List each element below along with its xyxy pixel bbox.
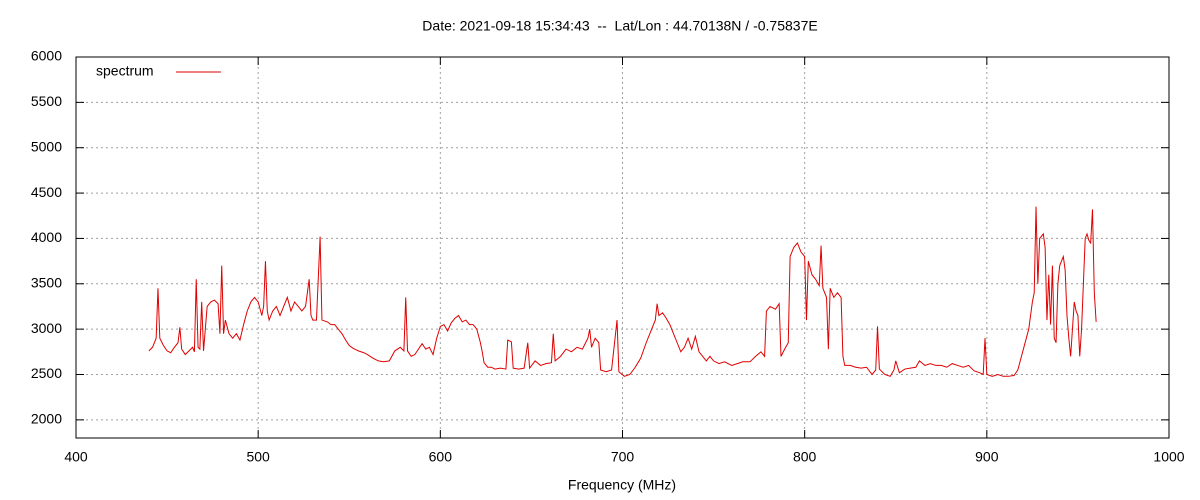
x-tick-label: 700 <box>611 449 635 465</box>
x-tick-label: 600 <box>429 449 453 465</box>
x-tick-label: 400 <box>64 449 88 465</box>
line-series <box>148 206 1097 377</box>
x-axis-label: Frequency (MHz) <box>568 477 676 493</box>
chart-title: Date: 2021-09-18 15:34:43 -- Lat/Lon : 4… <box>422 18 817 34</box>
y-tick-label: 5500 <box>31 93 62 109</box>
x-tick-label: 1000 <box>1153 449 1184 465</box>
plot-border <box>75 56 1170 439</box>
x-tick-label: 900 <box>975 449 999 465</box>
x-tick-label: 800 <box>793 449 817 465</box>
y-tick-label: 4500 <box>31 184 62 200</box>
y-tick-label: 6000 <box>31 48 62 64</box>
x-tick-label: 500 <box>246 449 270 465</box>
y-tick-label: 3000 <box>31 320 62 336</box>
y-tick-label: 2500 <box>31 365 62 381</box>
legend-label: spectrum <box>96 63 154 79</box>
y-tick-label: 5000 <box>31 138 62 154</box>
y-tick-label: 2000 <box>31 411 62 427</box>
y-tick-label: 3500 <box>31 274 62 290</box>
y-tick-label: 4000 <box>31 229 62 245</box>
